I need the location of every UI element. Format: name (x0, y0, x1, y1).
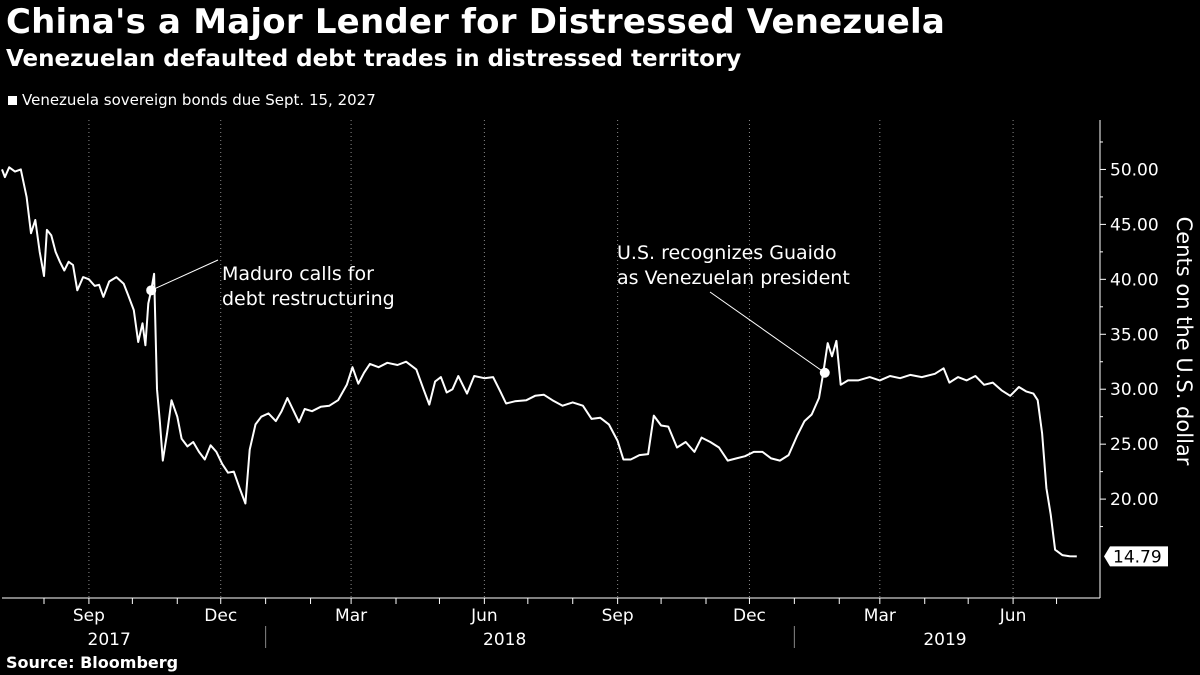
legend-label: Venezuela sovereign bonds due Sept. 15, … (22, 91, 376, 109)
y-tick-label: 20.00 (1110, 490, 1159, 510)
annotation-text: debt restructuring (222, 288, 395, 310)
annotation-leader (150, 259, 219, 291)
chart-title: China's a Major Lender for Distressed Ve… (6, 2, 946, 42)
annotation-text: as Venezuelan president (617, 267, 850, 289)
year-label: 2017 (88, 630, 131, 650)
last-value-badge (1104, 546, 1168, 567)
y-tick-label: 50.00 (1110, 160, 1159, 180)
x-tick-label: Jun (470, 606, 498, 626)
annotation-text: Maduro calls for (222, 263, 374, 285)
grid-lines (88, 120, 1014, 598)
annotation-leader (709, 291, 826, 374)
legend: Venezuela sovereign bonds due Sept. 15, … (8, 91, 376, 109)
annotations: Maduro calls for debt restructuring U.S. r… (146, 242, 850, 378)
y-tick-label: 45.00 (1110, 215, 1159, 235)
last-value-label: 14.79 (1113, 547, 1162, 567)
y-tick-label: 35.00 (1110, 325, 1159, 345)
x-tick-label: Sep (602, 606, 634, 626)
x-tick-label: Mar (864, 606, 896, 626)
y-axis-title: Cents on the U.S. dollar (1172, 217, 1196, 466)
x-tick-label: Dec (733, 606, 766, 626)
axes: Sep Dec Mar Jun Sep Dec Mar Jun 2017 2018 2019 20.0… (2, 120, 1196, 650)
annotation-marker (819, 367, 830, 378)
annotation-marker (146, 285, 157, 296)
x-tick-label: Dec (204, 606, 237, 626)
x-tick-label: Sep (73, 606, 105, 626)
y-tick-label: 40.00 (1110, 270, 1159, 290)
annotation-text: U.S. recognizes Guaido (617, 242, 837, 264)
series-group: 14.79 (1, 166, 1168, 567)
legend-swatch (8, 95, 17, 105)
series-line (1, 166, 1077, 558)
chart-subtitle: Venezuelan defaulted debt trades in dist… (6, 46, 742, 72)
y-tick-label: 30.00 (1110, 380, 1159, 400)
y-tick-label: 25.00 (1110, 435, 1159, 455)
x-tick-label: Mar (335, 606, 367, 626)
year-label: 2018 (483, 630, 526, 650)
x-tick-label: Jun (999, 606, 1027, 626)
year-label: 2019 (923, 630, 966, 650)
source-note: Source: Bloomberg (6, 653, 179, 672)
